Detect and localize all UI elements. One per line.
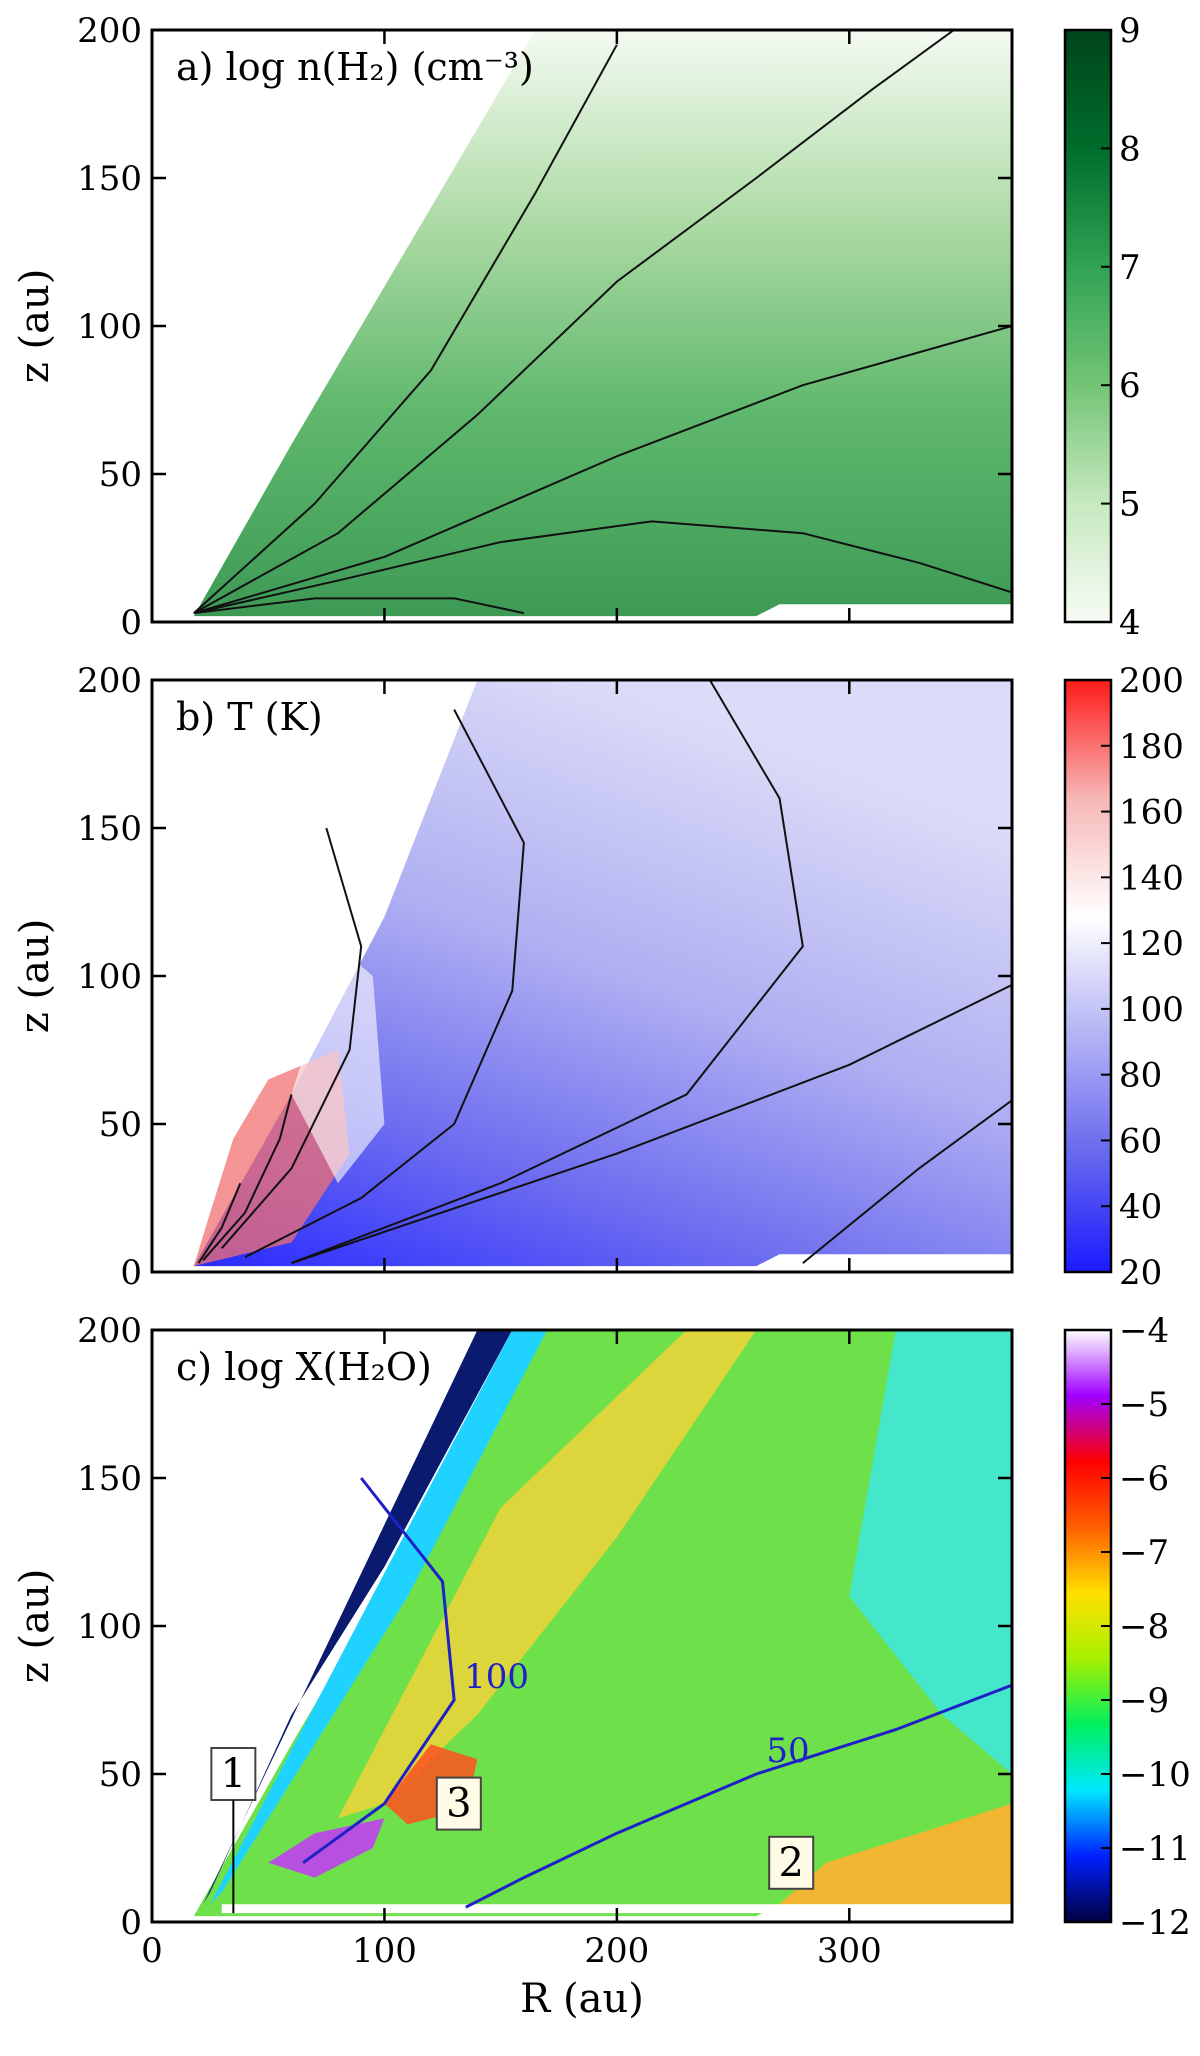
- colorbar-tick-label: −12: [1119, 1903, 1191, 1943]
- x-tick-label: 0: [141, 1931, 163, 1971]
- colorbar-tick-label: −9: [1119, 1681, 1169, 1721]
- colorbar-tick-label: 4: [1119, 603, 1141, 643]
- panel-title-a: a) log n(H₂) (cm⁻³): [176, 45, 534, 89]
- x-tick-label: 200: [584, 1931, 649, 1971]
- temperature-field: [193, 680, 1012, 1267]
- colorbar-tick-label: 7: [1119, 248, 1141, 288]
- level-contour-0: [193, 44, 618, 614]
- annotation-label-3: 3: [446, 1781, 471, 1827]
- temperature-contour-label: 100: [464, 1657, 529, 1697]
- level-contour-2: [291, 680, 804, 1265]
- colorbar-tick-label: −4: [1119, 1311, 1169, 1351]
- colorbar-tick-label: 60: [1119, 1121, 1162, 1161]
- temperature-contour-label: 50: [766, 1731, 809, 1771]
- colorbar-tick-label: 80: [1119, 1056, 1162, 1096]
- cyan-outer-band: [849, 1330, 1012, 1774]
- panel-title-c: c) log X(H₂O): [176, 1345, 432, 1389]
- y-tick-label: 100: [77, 957, 142, 997]
- cyan-edge-band: [210, 1330, 548, 1905]
- y-tick-label: 200: [77, 1311, 142, 1351]
- colorbar-tick-label: −5: [1119, 1385, 1169, 1425]
- y-tick-label: 50: [99, 455, 142, 495]
- level-contour-4: [193, 597, 525, 615]
- colorbar-a: [1063, 28, 1113, 624]
- colorbar-tick-label: 20: [1119, 1253, 1162, 1293]
- y-tick-label: 200: [77, 661, 142, 701]
- panel-b: 0 50 100 150 200 z (au) b) T (K) 20 40 60 80 100 120…: [12, 661, 1184, 1293]
- colorbar-tick-label: 160: [1119, 793, 1184, 833]
- level-contour-1: [193, 30, 955, 614]
- colorbar-tick-label: −7: [1119, 1533, 1169, 1573]
- colorbar-tick-label: −11: [1119, 1829, 1191, 1869]
- colorbar-tick-label: 5: [1119, 485, 1141, 525]
- level-contour-0: [220, 827, 363, 1249]
- orange-midplane-band: [779, 1803, 1012, 1905]
- y-axis-label: z (au): [12, 919, 58, 1034]
- y-tick-label: 200: [77, 11, 142, 51]
- panel-a: 0 50 100 150 200 z (au) a) log n(H₂) (cm⁻³) 4 5 6…: [12, 11, 1141, 643]
- colorbar-tick-label: 140: [1119, 858, 1184, 898]
- warm-region: [291, 946, 385, 1184]
- level-contour-5: [202, 1094, 293, 1261]
- temperature-contour-0: [302, 1477, 456, 1865]
- plot-area-c: 100 50: [193, 1330, 1012, 1917]
- colorbar-tick-label: 100: [1119, 990, 1184, 1030]
- y-tick-label: 50: [99, 1755, 142, 1795]
- y-tick-label: 150: [77, 159, 142, 199]
- y-tick-label: 0: [120, 1903, 142, 1943]
- colorbar-tick-label: −8: [1119, 1607, 1169, 1647]
- plot-area-b: [193, 680, 1012, 1267]
- annotation-box-2: [768, 1835, 815, 1890]
- y-tick-label: 100: [77, 307, 142, 347]
- level-contour-1: [244, 709, 525, 1259]
- colorbar-tick-label: 40: [1119, 1187, 1162, 1227]
- y-tick-label: 150: [77, 809, 142, 849]
- density-field: [193, 30, 1012, 617]
- colorbar-tick-label: 6: [1119, 366, 1141, 406]
- colorbar-tick-label: 200: [1119, 661, 1184, 701]
- colorbar-b: [1063, 678, 1113, 1274]
- level-contour-3: [193, 520, 1012, 615]
- annotation-box-3: [435, 1776, 482, 1831]
- x-tick-label: 100: [352, 1931, 417, 1971]
- magenta-peak: [268, 1818, 385, 1878]
- annotation-label-2: 2: [778, 1840, 803, 1886]
- y-tick-label: 150: [77, 1459, 142, 1499]
- y-tick-label: 0: [120, 1253, 142, 1293]
- colorbar-tick-label: −10: [1119, 1755, 1191, 1795]
- colorbar-tick-label: 8: [1119, 129, 1141, 169]
- level-contour-6: [197, 1182, 242, 1264]
- level-contour-2: [193, 325, 1012, 615]
- y-tick-label: 100: [77, 1607, 142, 1647]
- panel-title-b: b) T (K): [176, 695, 323, 739]
- temperature-contour-1: [465, 1683, 1012, 1909]
- annotation-label-1: 1: [221, 1751, 246, 1797]
- x-axis-label: R (au): [520, 1976, 644, 2022]
- colorbar-tick-label: 180: [1119, 727, 1184, 767]
- yellow-band: [337, 1330, 757, 1819]
- colorbar-tick-label: 9: [1119, 11, 1141, 51]
- colorbar-tick-label: −6: [1119, 1459, 1169, 1499]
- level-contour-3: [291, 983, 1012, 1265]
- level-contour-4: [802, 1099, 1012, 1264]
- y-tick-label: 50: [99, 1105, 142, 1145]
- y-axis-label: z (au): [12, 269, 58, 384]
- plot-area-a: [193, 30, 1012, 617]
- colorbar-tick-label: 120: [1119, 924, 1184, 964]
- panel-c: 100 50 1 2 3 0 50 100 150 200 0 100 200 300 z (au) R (a…: [12, 1311, 1191, 2022]
- y-axis-label: z (au): [12, 1569, 58, 1684]
- y-tick-label: 0: [120, 603, 142, 643]
- x-tick-label: 300: [817, 1931, 882, 1971]
